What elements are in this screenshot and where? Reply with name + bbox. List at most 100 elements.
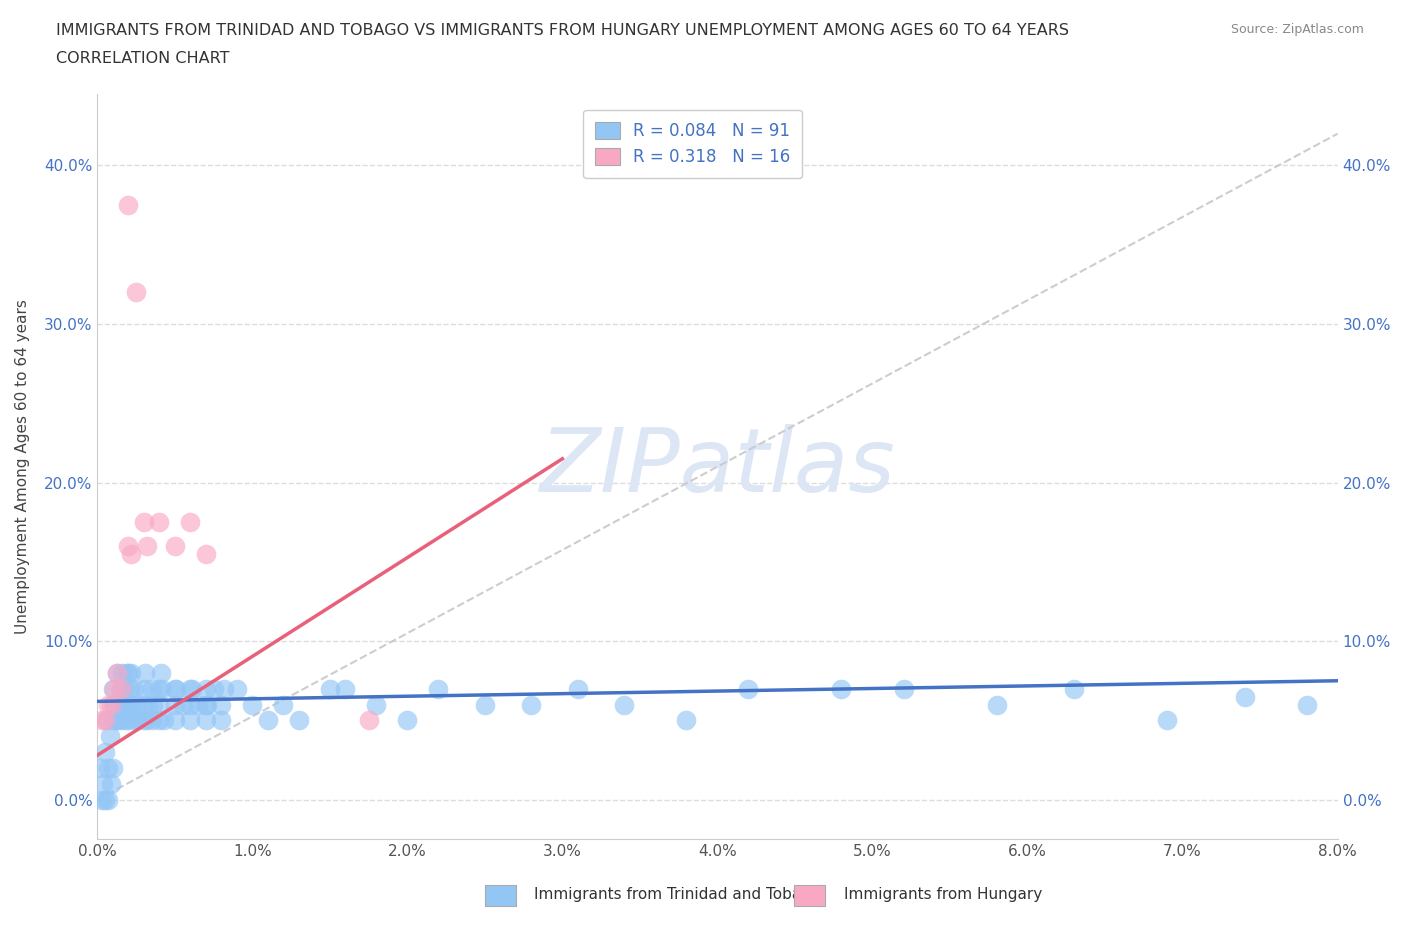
Point — [93, 777, 115, 791]
Point — [179, 698, 201, 712]
Point — [153, 713, 176, 728]
Point — [1295, 698, 1317, 712]
Point — [117, 538, 139, 553]
Point — [134, 665, 156, 680]
Point — [179, 514, 201, 529]
Point — [120, 665, 142, 680]
Point — [141, 713, 163, 728]
Point — [132, 682, 155, 697]
Point — [830, 682, 852, 697]
Point — [107, 665, 129, 680]
Point — [132, 514, 155, 529]
Point — [120, 698, 142, 712]
Point — [117, 698, 139, 712]
Point — [117, 713, 139, 728]
Point — [1233, 689, 1256, 704]
Point — [115, 665, 138, 680]
Point — [114, 682, 136, 697]
Point — [90, 792, 112, 807]
Point — [125, 285, 148, 299]
Point — [97, 761, 120, 776]
Point — [125, 698, 148, 712]
Point — [104, 713, 127, 728]
Point — [132, 698, 155, 712]
Point — [209, 698, 232, 712]
Point — [357, 713, 380, 728]
Point — [103, 682, 125, 697]
Point — [117, 665, 139, 680]
Point — [90, 713, 112, 728]
Point — [122, 713, 145, 728]
Point — [288, 713, 311, 728]
Point — [180, 682, 202, 697]
Point — [474, 698, 496, 712]
Point — [195, 698, 218, 712]
Point — [335, 682, 357, 697]
Point — [319, 682, 342, 697]
Point — [103, 698, 125, 712]
Point — [101, 761, 124, 776]
Point — [117, 197, 139, 212]
Point — [256, 713, 278, 728]
Point — [240, 698, 263, 712]
Point — [366, 698, 388, 712]
Point — [520, 698, 543, 712]
Point — [1156, 713, 1178, 728]
Legend: R = 0.084   N = 91, R = 0.318   N = 16: R = 0.084 N = 91, R = 0.318 N = 16 — [583, 110, 801, 178]
Point — [165, 682, 187, 697]
Point — [100, 698, 122, 712]
Point — [163, 713, 186, 728]
Point — [127, 713, 149, 728]
Point — [396, 713, 419, 728]
Point — [986, 698, 1008, 712]
Point — [163, 682, 186, 697]
Text: IMMIGRANTS FROM TRINIDAD AND TOBAGO VS IMMIGRANTS FROM HUNGARY UNEMPLOYMENT AMON: IMMIGRANTS FROM TRINIDAD AND TOBAGO VS I… — [56, 23, 1069, 38]
Point — [89, 761, 111, 776]
Point — [107, 713, 129, 728]
Point — [94, 792, 117, 807]
Point — [271, 698, 294, 712]
Point — [110, 682, 132, 697]
Point — [111, 665, 134, 680]
Point — [148, 713, 170, 728]
Point — [96, 713, 118, 728]
Point — [163, 698, 186, 712]
Point — [209, 713, 232, 728]
Point — [108, 698, 131, 712]
Text: Immigrants from Trinidad and Tobago: Immigrants from Trinidad and Tobago — [534, 887, 821, 902]
Point — [149, 665, 172, 680]
Point — [148, 698, 170, 712]
Point — [124, 682, 146, 697]
Point — [179, 682, 201, 697]
Point — [107, 665, 129, 680]
Point — [675, 713, 697, 728]
Point — [97, 792, 120, 807]
Point — [225, 682, 247, 697]
Point — [141, 682, 163, 697]
Point — [202, 682, 225, 697]
Point — [135, 713, 157, 728]
Point — [194, 698, 217, 712]
Point — [100, 777, 122, 791]
Point — [150, 682, 173, 697]
Point — [163, 538, 186, 553]
Point — [101, 682, 124, 697]
Point — [110, 682, 132, 697]
Point — [179, 713, 201, 728]
Point — [194, 713, 217, 728]
Y-axis label: Unemployment Among Ages 60 to 64 years: Unemployment Among Ages 60 to 64 years — [15, 299, 30, 634]
Text: ZIPatlas: ZIPatlas — [540, 424, 896, 510]
Point — [118, 682, 141, 697]
Point — [120, 547, 142, 562]
Point — [98, 729, 121, 744]
Point — [737, 682, 759, 697]
Point — [194, 547, 217, 562]
Point — [214, 682, 236, 697]
Point — [94, 713, 117, 728]
Text: Immigrants from Hungary: Immigrants from Hungary — [844, 887, 1042, 902]
Point — [187, 698, 209, 712]
Text: Source: ZipAtlas.com: Source: ZipAtlas.com — [1230, 23, 1364, 36]
Point — [94, 745, 117, 760]
Point — [132, 713, 155, 728]
Point — [110, 713, 132, 728]
